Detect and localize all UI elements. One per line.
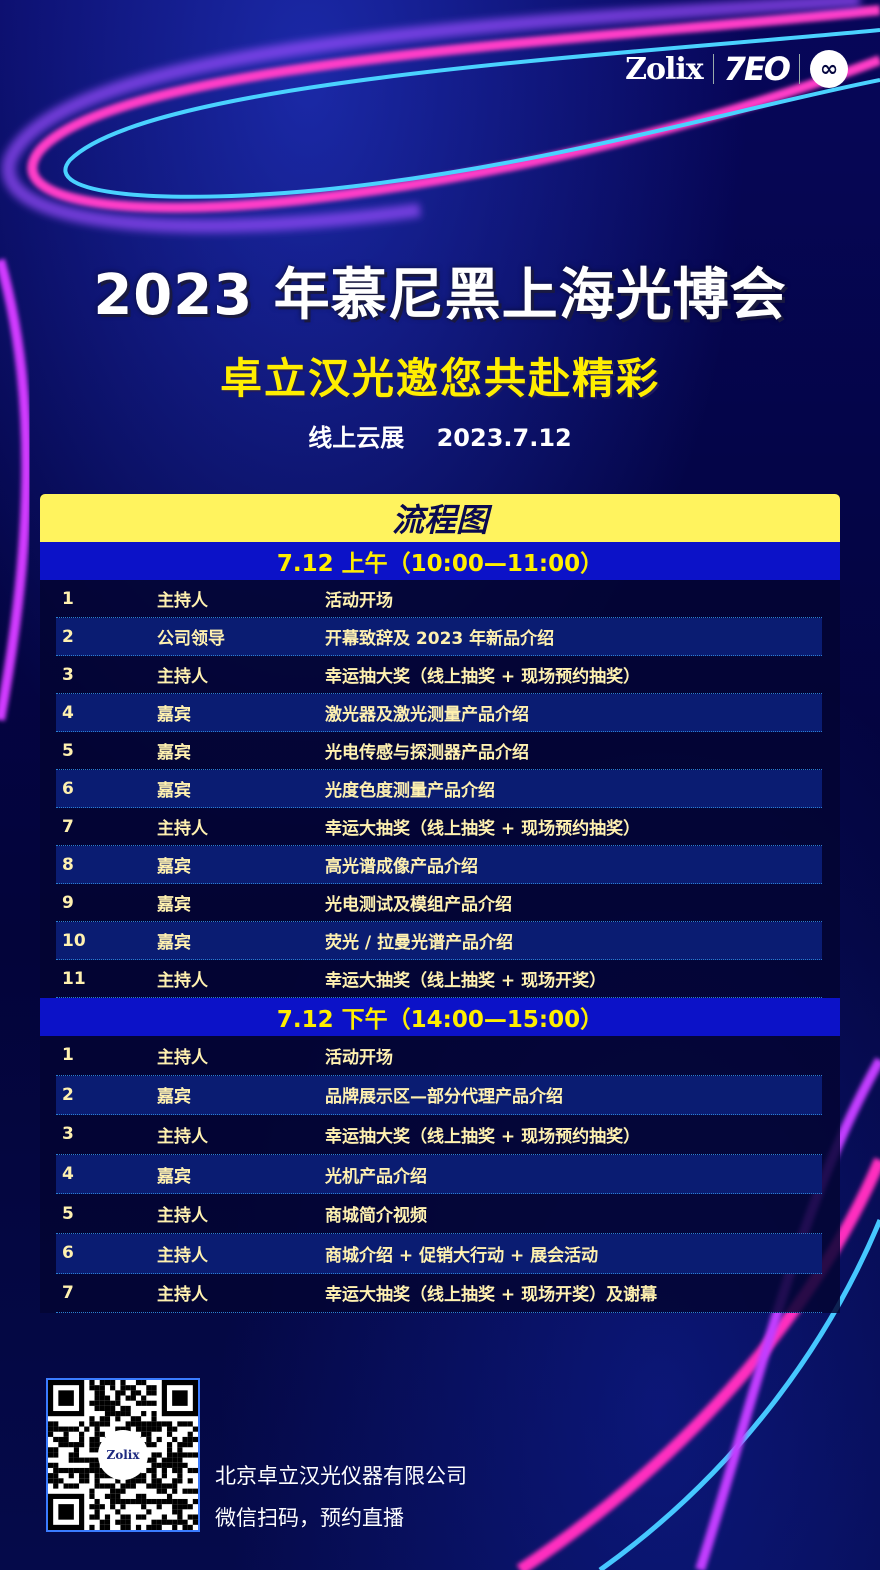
row-number: 6 — [62, 1243, 74, 1264]
row-number: 4 — [62, 1164, 74, 1185]
row-item: 光机产品介绍 — [325, 1166, 427, 1187]
event-date: 2023.7.12 — [436, 424, 572, 452]
partner-logo: ∞ — [810, 50, 848, 88]
row-role: 嘉宾 — [157, 857, 191, 877]
row-number: 2 — [62, 626, 74, 647]
table-row: 9 嘉宾 光电测试及模组产品介绍 — [56, 884, 822, 922]
table-row: 2 嘉宾 品牌展示区—部分代理产品介绍 — [56, 1075, 822, 1116]
table-row: 5 嘉宾 光电传感与探测器产品介绍 — [56, 732, 822, 770]
row-number: 3 — [62, 664, 74, 685]
row-role: 嘉宾 — [157, 743, 191, 763]
row-role: 主持人 — [157, 1206, 208, 1227]
row-number: 7 — [62, 816, 74, 837]
row-number: 3 — [62, 1124, 74, 1145]
row-item: 活动开场 — [325, 591, 393, 611]
row-role: 嘉宾 — [157, 933, 191, 953]
row-number: 2 — [62, 1084, 74, 1105]
event-type: 线上云展 — [308, 424, 405, 452]
table-row: 1 主持人 活动开场 — [56, 580, 822, 618]
session-rows-afternoon: 1 主持人 活动开场 2 嘉宾 品牌展示区—部分代理产品介绍 3 主持人 幸运抽大奖（线上抽奖 … — [40, 1036, 840, 1314]
event-dateline: 线上云展 2023.7.12 — [0, 418, 880, 453]
row-role: 主持人 — [157, 1285, 208, 1306]
row-item: 光电测试及模组产品介绍 — [325, 895, 512, 915]
company-name: 北京卓立汉光仪器有限公司 — [215, 1464, 467, 1488]
row-number: 1 — [62, 588, 74, 609]
row-item: 开幕致辞及 2023 年新品介绍 — [325, 629, 555, 649]
table-row: 2 公司领导 开幕致辞及 2023 年新品介绍 — [56, 618, 822, 656]
row-role: 公司领导 — [157, 629, 225, 649]
row-number: 8 — [62, 854, 74, 875]
row-role: 主持人 — [157, 1047, 208, 1068]
row-number: 10 — [62, 930, 86, 951]
table-row: 8 嘉宾 高光谱成像产品介绍 — [56, 846, 822, 884]
row-number: 6 — [62, 778, 74, 799]
divider — [712, 54, 714, 84]
row-item: 幸运大抽奖（线上抽奖 + 现场开奖）及谢幕 — [325, 1285, 658, 1306]
session-rows-morning: 1 主持人 活动开场 2 公司领导 开幕致辞及 2023 年新品介绍 3 主持人 幸运抽大奖（线… — [40, 580, 840, 998]
row-number: 5 — [62, 740, 74, 761]
row-item: 商城介绍 + 促销大行动 + 展会活动 — [325, 1245, 599, 1266]
row-item: 光度色度测量产品介绍 — [325, 781, 495, 801]
teo-logo: 7EO — [723, 50, 791, 88]
table-row: 6 嘉宾 光度色度测量产品介绍 — [56, 770, 822, 808]
table-row: 4 嘉宾 光机产品介绍 — [56, 1154, 822, 1195]
row-role: 主持人 — [157, 667, 208, 687]
table-row: 7 主持人 幸运大抽奖（线上抽奖 + 现场开奖）及谢幕 — [56, 1274, 822, 1314]
row-role: 主持人 — [157, 1126, 208, 1147]
table-row: 11 主持人 幸运大抽奖（线上抽奖 + 现场开奖） — [56, 960, 822, 998]
row-number: 9 — [62, 892, 74, 913]
divider — [799, 54, 800, 84]
qr-zolix-logo: Zolix — [98, 1430, 148, 1480]
row-number: 5 — [62, 1203, 74, 1224]
row-item: 幸运抽大奖（线上抽奖 + 现场预约抽奖） — [325, 1126, 641, 1147]
row-item: 商城简介视频 — [325, 1206, 427, 1227]
wechat-qr-code: Zolix — [46, 1378, 200, 1532]
row-number: 4 — [62, 702, 74, 723]
row-role: 嘉宾 — [157, 781, 191, 801]
session-header-afternoon: 7.12 下午（14:00—15:00） — [40, 998, 840, 1036]
row-role: 嘉宾 — [157, 1166, 191, 1187]
table-row: 4 嘉宾 激光器及激光测量产品介绍 — [56, 694, 822, 732]
logo-bar: Zolix 7EO ∞ — [625, 50, 848, 88]
row-item: 荧光 / 拉曼光谱产品介绍 — [325, 933, 514, 953]
row-role: 主持人 — [157, 591, 208, 611]
page-title: 2023 年慕尼黑上海光博会 — [93, 263, 787, 328]
schedule-title: 流程图 — [40, 494, 840, 542]
table-row: 5 主持人 商城简介视频 — [56, 1194, 822, 1234]
row-item: 活动开场 — [325, 1047, 393, 1068]
row-number: 1 — [62, 1045, 74, 1066]
table-row: 6 主持人 商城介绍 + 促销大行动 + 展会活动 — [56, 1233, 822, 1274]
row-item: 光电传感与探测器产品介绍 — [325, 743, 529, 763]
zolix-logo: Zolix — [625, 51, 704, 87]
row-role: 主持人 — [157, 1245, 208, 1266]
row-item: 高光谱成像产品介绍 — [325, 857, 478, 877]
table-row: 1 主持人 活动开场 — [56, 1036, 822, 1076]
schedule-table: 流程图 7.12 上午（10:00—11:00） 1 主持人 活动开场 2 公司领导 开幕… — [40, 494, 840, 1314]
row-number: 7 — [62, 1282, 74, 1303]
row-role: 主持人 — [157, 971, 208, 991]
row-role: 嘉宾 — [157, 705, 191, 725]
row-role: 嘉宾 — [157, 895, 191, 915]
row-item: 幸运大抽奖（线上抽奖 + 现场开奖） — [325, 971, 607, 991]
session-header-morning: 7.12 上午（10:00—11:00） — [40, 542, 840, 580]
row-item: 激光器及激光测量产品介绍 — [325, 705, 529, 725]
row-number: 11 — [62, 968, 86, 989]
row-item: 品牌展示区—部分代理产品介绍 — [325, 1087, 563, 1108]
row-item: 幸运大抽奖（线上抽奖 + 现场预约抽奖） — [325, 819, 641, 839]
table-row: 10 嘉宾 荧光 / 拉曼光谱产品介绍 — [56, 922, 822, 960]
row-role: 主持人 — [157, 819, 208, 839]
page-subtitle: 卓立汉光邀您共赴精彩 — [219, 354, 660, 403]
row-item: 幸运抽大奖（线上抽奖 + 现场预约抽奖） — [325, 667, 641, 687]
table-row: 7 主持人 幸运大抽奖（线上抽奖 + 现场预约抽奖） — [56, 808, 822, 846]
row-role: 嘉宾 — [157, 1087, 191, 1108]
table-row: 3 主持人 幸运抽大奖（线上抽奖 + 现场预约抽奖） — [56, 656, 822, 694]
scan-instruction: 微信扫码，预约直播 — [215, 1506, 404, 1530]
table-row: 3 主持人 幸运抽大奖（线上抽奖 + 现场预约抽奖） — [56, 1115, 822, 1155]
